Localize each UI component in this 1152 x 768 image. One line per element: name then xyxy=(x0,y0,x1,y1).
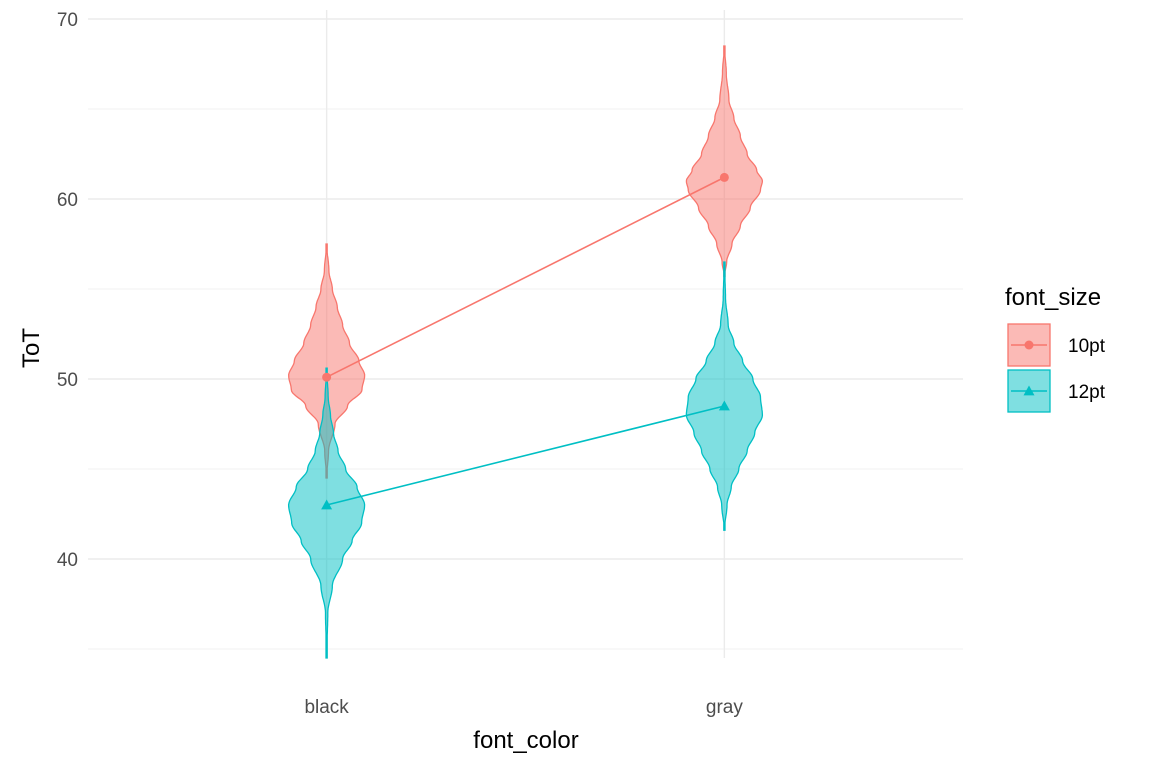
x-tick-labels: black gray xyxy=(304,697,743,718)
y-tick-label: 50 xyxy=(57,370,78,391)
legend-key-marker-12pt xyxy=(1023,385,1035,396)
x-tick-label: black xyxy=(304,697,349,718)
mean-layer xyxy=(321,172,730,510)
violin-12pt-gray xyxy=(685,261,764,531)
mean-line-10pt xyxy=(326,176,725,378)
y-tick-label: 40 xyxy=(57,550,78,571)
violin-10pt-gray xyxy=(685,45,764,278)
mean-point-10pt xyxy=(719,172,729,182)
legend-key-marker-10pt xyxy=(1024,340,1034,350)
mean-line-12pt xyxy=(326,405,725,506)
y-axis-title: ToT xyxy=(18,328,45,368)
violin-12pt-black xyxy=(287,367,366,659)
mean-point-10pt xyxy=(322,372,332,382)
x-axis-title: font_color xyxy=(473,727,578,754)
legend-title: font_size xyxy=(1005,284,1101,311)
legend-label-12pt: 12pt xyxy=(1068,382,1106,403)
y-tick-labels: 40 50 60 70 xyxy=(57,10,78,571)
legend: font_size 10pt 12pt xyxy=(1005,284,1106,413)
y-tick-label: 60 xyxy=(57,190,78,211)
violin-layer xyxy=(287,45,764,659)
y-tick-label: 70 xyxy=(57,10,78,31)
grid-lines xyxy=(88,10,963,658)
mean-point-12pt xyxy=(321,499,333,510)
legend-keys: 10pt 12pt xyxy=(1007,323,1106,413)
x-tick-label: gray xyxy=(706,697,743,718)
mean-point-12pt xyxy=(718,400,730,411)
legend-label-10pt: 10pt xyxy=(1068,336,1106,357)
violin-10pt-black xyxy=(288,243,366,479)
